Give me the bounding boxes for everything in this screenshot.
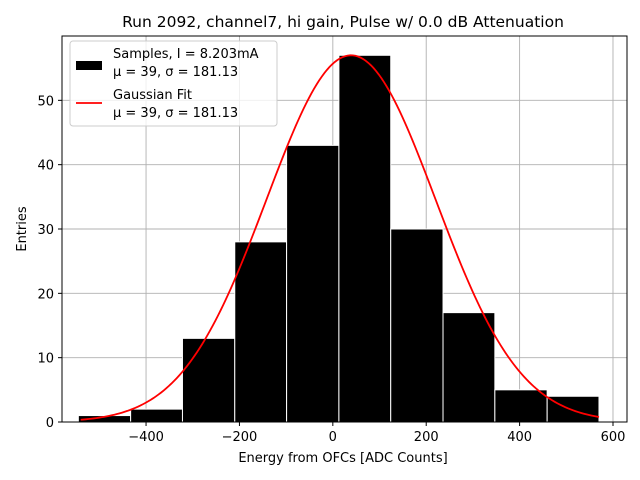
y-tick-label: 50 xyxy=(37,94,54,109)
y-tick-label: 30 xyxy=(37,223,54,238)
gaussian-fit xyxy=(80,54,600,421)
x-tick-label: 400 xyxy=(507,430,532,445)
histogram-bar-10 xyxy=(546,395,600,423)
histogram-bar-4 xyxy=(234,241,288,423)
x-axis-label: Energy from OFCs [ADC Counts] xyxy=(238,451,447,466)
histogram-bar-7 xyxy=(390,228,444,423)
histogram-bar-9 xyxy=(494,389,548,423)
y-axis-label: Entries xyxy=(15,206,30,252)
histogram-bar-2 xyxy=(130,408,183,423)
gaussian-fit-curve xyxy=(80,54,600,421)
histogram-bar-3 xyxy=(181,337,236,423)
x-tick-label: 0 xyxy=(329,430,337,445)
histogram-bar-8 xyxy=(442,312,496,423)
x-tick-label: 200 xyxy=(414,430,439,445)
legend-fit-stats: μ = 39, σ = 181.13 xyxy=(113,106,238,121)
ticks: −400 −200 0 200 400 600 0 10 20 30 40 50 xyxy=(37,94,625,445)
histogram-bar-5 xyxy=(286,144,340,423)
legend-samples-label: Samples, I = 8.203mA xyxy=(113,47,259,62)
x-tick-label: −400 xyxy=(128,430,164,445)
x-tick-label: −200 xyxy=(222,430,258,445)
x-tick-label: 600 xyxy=(601,430,626,445)
legend-samples-stats: μ = 39, σ = 181.13 xyxy=(113,65,238,80)
y-tick-label: 0 xyxy=(46,416,54,431)
y-tick-label: 10 xyxy=(37,352,54,367)
y-tick-label: 40 xyxy=(37,159,54,174)
histogram-bar-6 xyxy=(338,54,392,423)
legend-fit-label: Gaussian Fit xyxy=(113,88,192,103)
legend-box xyxy=(69,40,278,127)
y-tick-label: 20 xyxy=(37,287,54,302)
histogram-bars xyxy=(77,54,600,423)
legend-samples-swatch xyxy=(76,61,102,70)
legend: Samples, I = 8.203mA μ = 39, σ = 181.13 … xyxy=(69,40,278,127)
chart-title: Run 2092, channel7, hi gain, Pulse w/ 0.… xyxy=(122,13,564,31)
